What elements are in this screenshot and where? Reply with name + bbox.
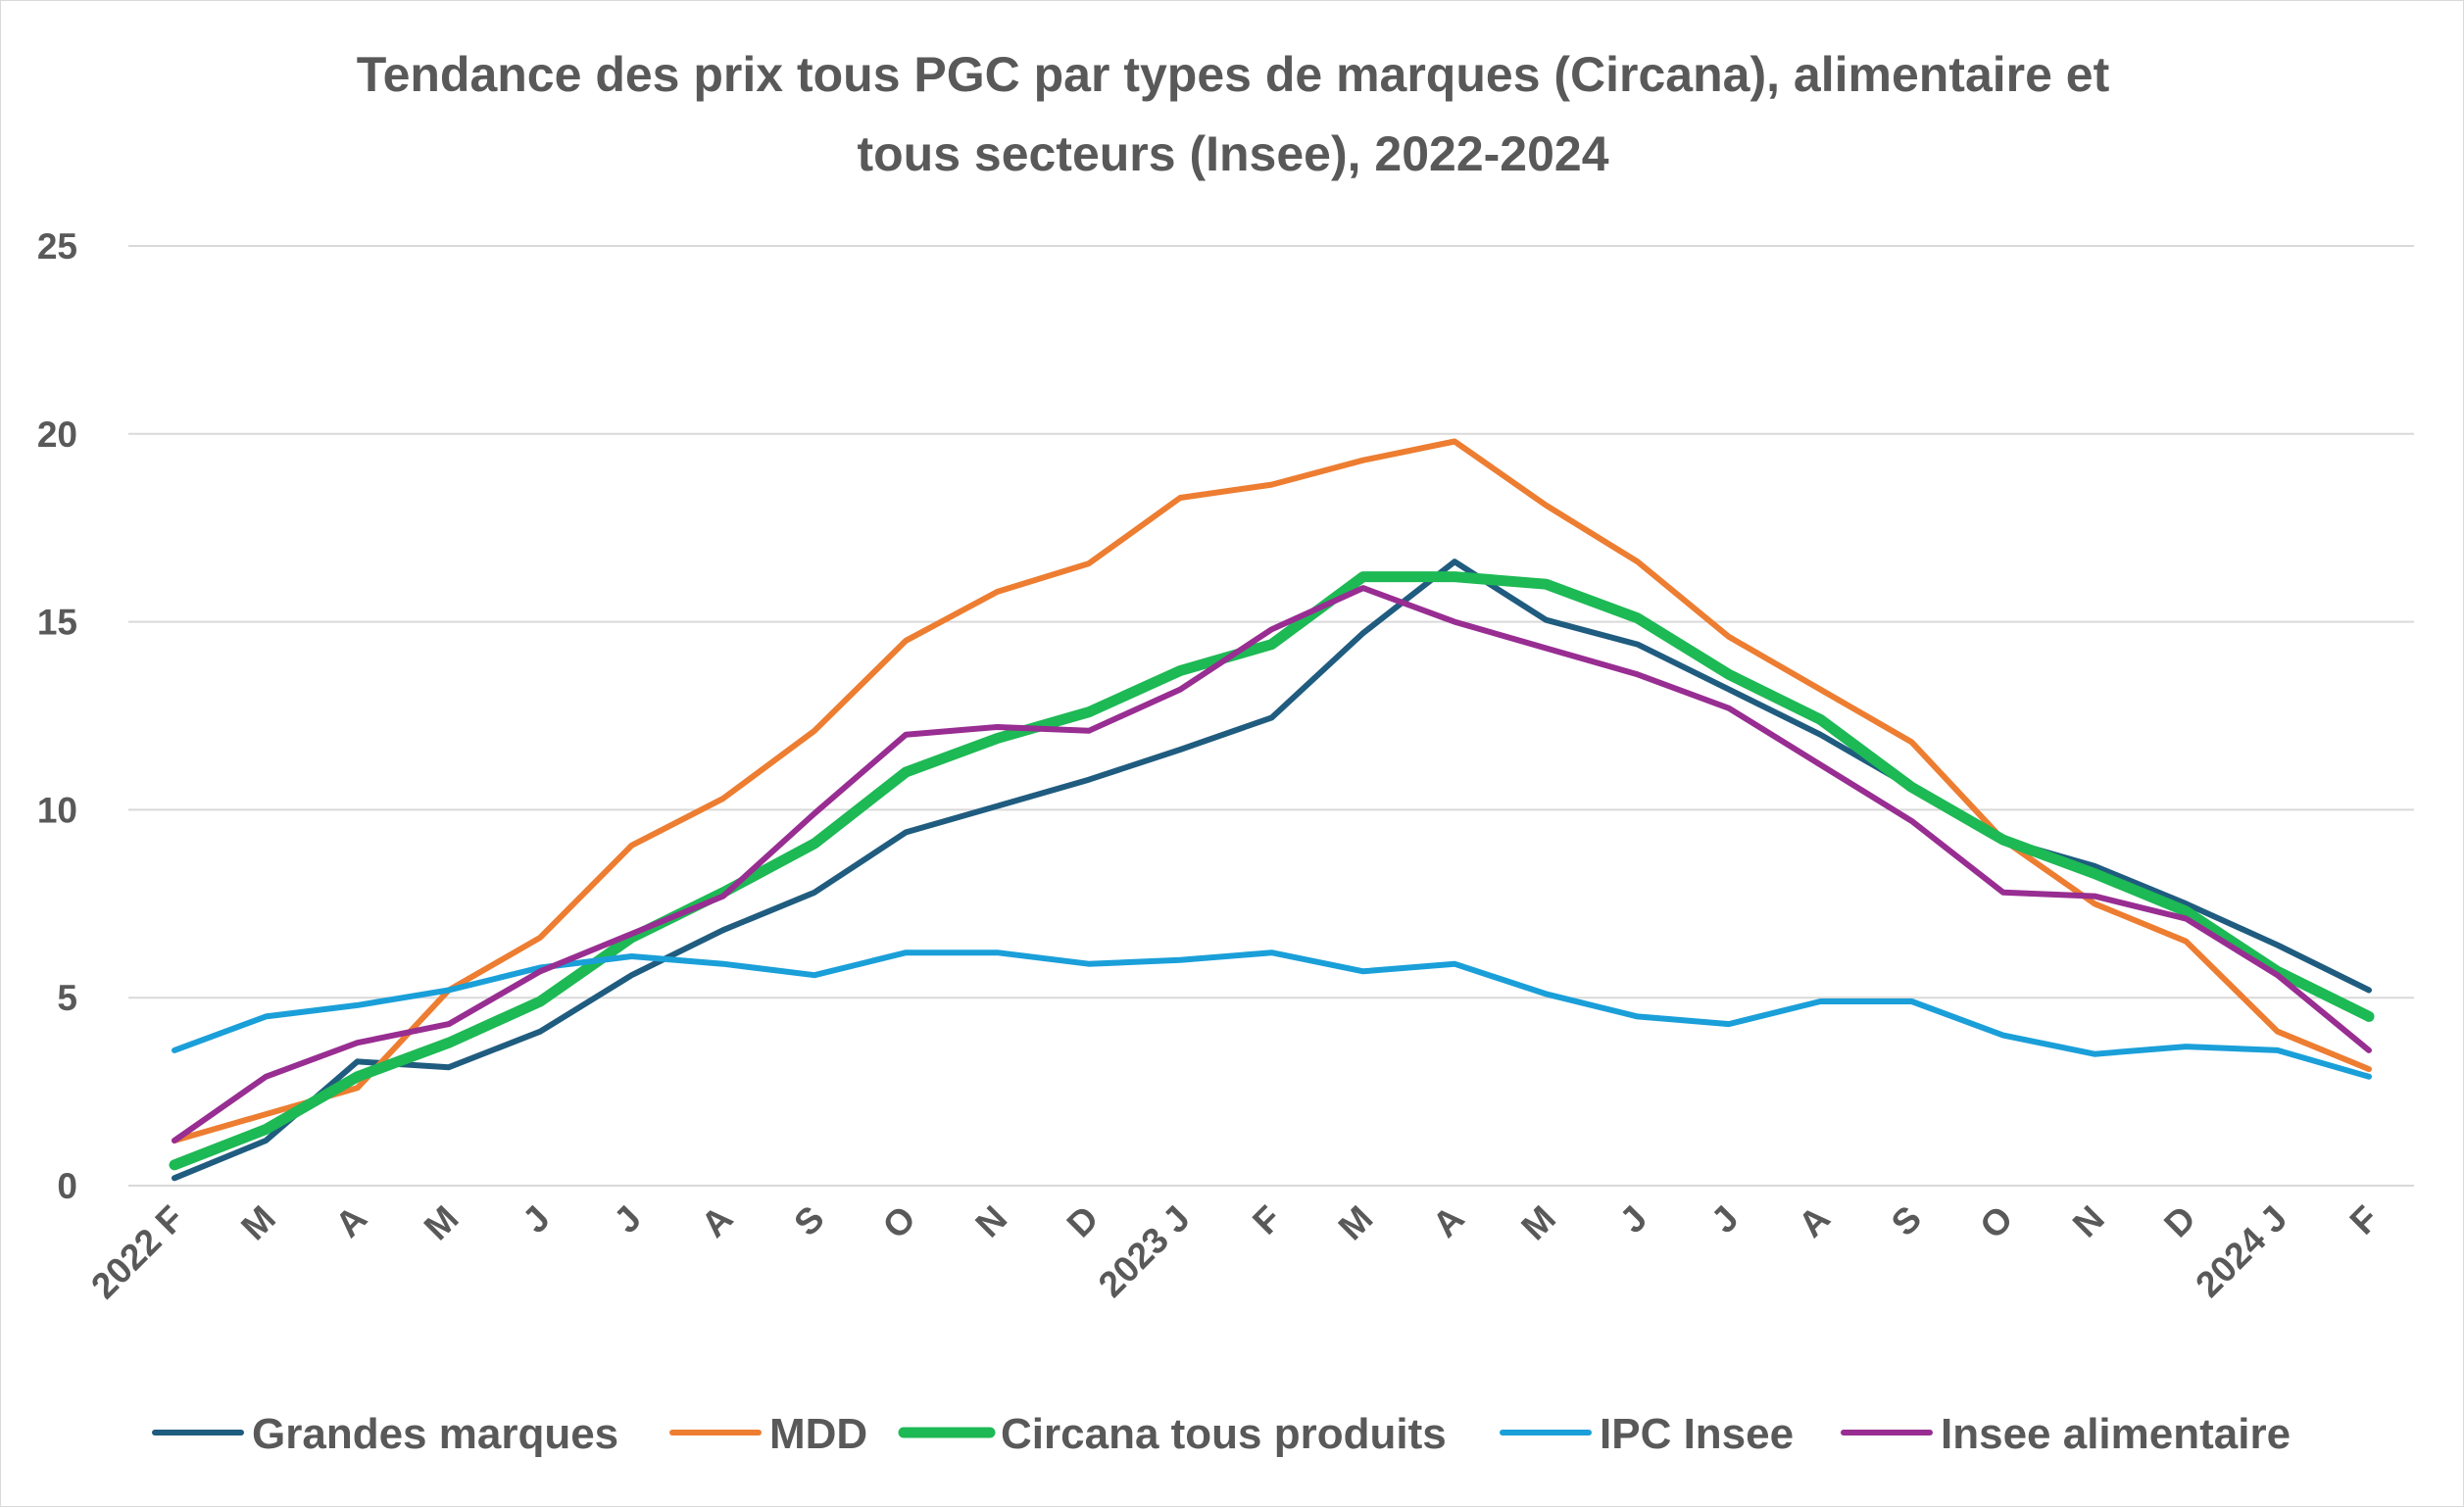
x-tick-label: N xyxy=(2065,1198,2112,1245)
y-tick-label: 5 xyxy=(57,978,77,1018)
series-line-3 xyxy=(169,571,2375,1171)
x-tick-label: A xyxy=(694,1198,741,1245)
x-tick-label: 2024 J xyxy=(2188,1198,2294,1305)
x-tick-label: D xyxy=(2156,1198,2203,1245)
y-tick-label: 15 xyxy=(37,603,77,643)
x-tick-label: M xyxy=(417,1198,467,1248)
x-tick-label: N xyxy=(967,1198,1014,1245)
x-tick-label: O xyxy=(1972,1198,2020,1246)
legend: Grandes marques MDD Circana tous produits I… xyxy=(152,1410,2291,1458)
legend-label-2: MDD xyxy=(769,1410,867,1458)
legend-label-1: Grandes marques xyxy=(252,1410,618,1458)
y-tick-label: 20 xyxy=(37,414,77,455)
x-tick-label: O xyxy=(875,1198,923,1246)
x-tick-label: M xyxy=(233,1198,283,1248)
y-tick-label: 10 xyxy=(37,790,77,830)
x-tick-label: J xyxy=(515,1198,558,1241)
x-tick-label: A xyxy=(1791,1198,1838,1245)
x-tick-label: S xyxy=(1884,1198,1929,1243)
gridlines xyxy=(128,245,2414,1187)
y-tick-label: 0 xyxy=(57,1166,77,1206)
x-tick-label: A xyxy=(1425,1198,1472,1245)
x-tick-label: A xyxy=(327,1198,374,1245)
x-tick-label: J xyxy=(607,1198,650,1241)
legend-label-3: Circana tous produits xyxy=(1001,1410,1447,1458)
series-line-5 xyxy=(172,585,2372,1143)
legend-label-4: IPC Insee xyxy=(1600,1410,1794,1458)
x-tick-label: M xyxy=(1331,1198,1381,1248)
x-tick-label: 2023 J xyxy=(1091,1198,1198,1305)
legend-label-5: Insee alimentaire xyxy=(1941,1410,2291,1458)
chart-title: Tendance des prix tous PGC par types de … xyxy=(357,47,2110,181)
chart-title-line-2: tous secteurs (Insee), 2022-2024 xyxy=(857,126,1608,181)
series-lines xyxy=(169,438,2375,1182)
x-tick-label: M xyxy=(1513,1198,1563,1248)
x-tick-label: F xyxy=(2342,1198,2387,1242)
x-tick-label: F xyxy=(1245,1198,1289,1242)
x-tick-label: J xyxy=(1612,1198,1655,1241)
series-line-4 xyxy=(172,949,2372,1080)
y-axis-ticks: 0 5 10 15 20 25 xyxy=(37,226,77,1206)
x-tick-label: D xyxy=(1060,1198,1107,1245)
x-tick-label: 2022 F xyxy=(83,1198,191,1306)
series-line-1 xyxy=(172,559,2372,1182)
x-tick-label: S xyxy=(786,1198,831,1243)
series-line-2 xyxy=(172,438,2372,1143)
chart-title-line-1: Tendance des prix tous PGC par types de … xyxy=(357,47,2110,102)
y-tick-label: 25 xyxy=(37,226,77,267)
x-tick-label: J xyxy=(1703,1198,1747,1241)
